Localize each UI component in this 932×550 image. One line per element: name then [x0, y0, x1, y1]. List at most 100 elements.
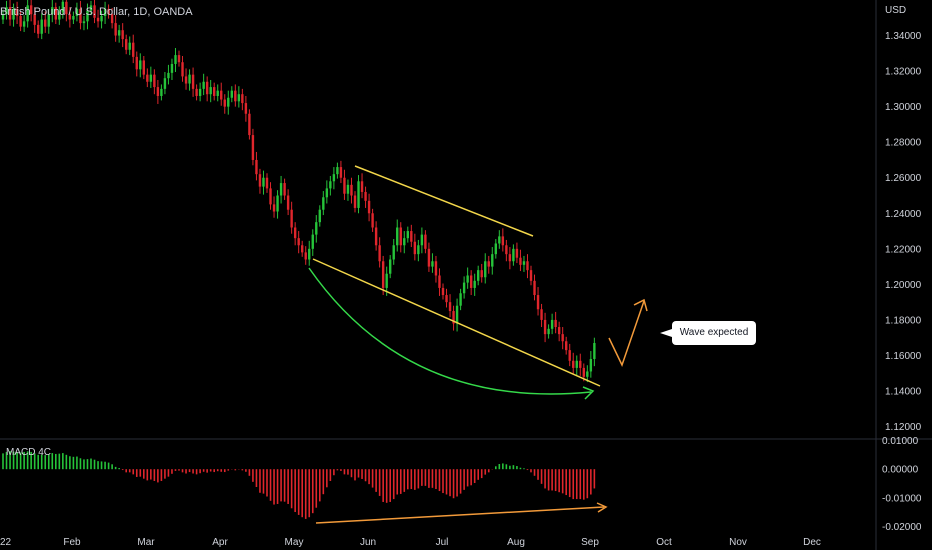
price-tick-label: 1.22000	[885, 244, 922, 255]
time-axis[interactable]: 22 Feb Mar Apr May Jun Jul Aug Sep Oct Nov Dec	[0, 537, 821, 548]
candle-body	[37, 24, 40, 34]
candle-body	[181, 62, 184, 77]
candle-body	[68, 14, 72, 20]
candle-body	[79, 8, 82, 24]
candle-body	[132, 42, 135, 57]
candle-body	[262, 177, 265, 187]
candle-body	[336, 167, 339, 175]
candle-body	[26, 5, 29, 22]
channel-upper-line	[354, 165, 534, 237]
candle-body	[15, 8, 19, 16]
candle-body	[54, 7, 57, 20]
candle-body	[389, 259, 392, 274]
macd-divergence-line	[315, 506, 605, 524]
candle-body	[160, 88, 163, 96]
time-tick-label: Feb	[63, 537, 81, 548]
candle-body	[297, 238, 300, 246]
candle-body	[396, 227, 399, 246]
candle-body	[248, 113, 251, 136]
candle-body	[466, 275, 469, 283]
candle-body	[491, 254, 494, 267]
candle-body	[469, 275, 473, 288]
candle-body	[586, 371, 589, 377]
candle-body	[258, 174, 262, 187]
candle-body	[378, 245, 381, 262]
candle-body	[329, 181, 332, 189]
candle-body	[177, 55, 181, 63]
candle-body	[515, 248, 519, 258]
candle-body	[318, 209, 321, 223]
candle-body	[22, 21, 26, 27]
candle-body	[269, 188, 272, 205]
candle-body	[367, 200, 371, 214]
candle-body	[1, 14, 5, 20]
candle-body	[459, 293, 462, 306]
candle-body	[163, 78, 167, 89]
candle-body	[498, 236, 501, 244]
price-tick-label: 1.12000	[885, 422, 922, 433]
candle-body	[360, 181, 364, 192]
candle-body	[188, 74, 191, 84]
candle-body	[582, 367, 585, 377]
candle-body	[339, 167, 343, 178]
candle-body	[170, 63, 174, 73]
time-tick-label: 22	[0, 537, 12, 548]
candle-body	[82, 21, 86, 24]
candle-body	[406, 231, 409, 239]
candle-body	[184, 76, 188, 84]
time-tick-label: Oct	[656, 537, 672, 548]
candle-body	[593, 343, 596, 360]
time-tick-label: Sep	[581, 537, 599, 548]
price-axis[interactable]: 1.34000 1.32000 1.30000 1.28000 1.26000 1.240…	[885, 31, 922, 433]
candle-body	[568, 350, 571, 361]
candle-body	[413, 241, 417, 255]
candle-body	[353, 195, 357, 208]
candle-body	[61, 1, 65, 13]
candle-body	[195, 88, 198, 96]
candle-body	[505, 245, 508, 255]
price-tick-label: 1.30000	[885, 102, 922, 113]
candle-body	[213, 87, 216, 96]
candle-body	[343, 177, 346, 194]
candle-body	[93, 5, 96, 18]
candle-body	[286, 195, 290, 210]
candle-body	[40, 19, 43, 34]
candle-body	[29, 5, 33, 15]
time-tick-label: Jul	[436, 537, 449, 548]
time-tick-label: Mar	[137, 537, 155, 548]
candle-body	[96, 17, 100, 22]
candle-body	[332, 174, 336, 182]
candle-body	[477, 270, 480, 281]
candle-body	[311, 234, 314, 249]
candle-body	[167, 72, 170, 79]
candle-body	[364, 191, 367, 201]
candle-body	[223, 99, 226, 107]
candle-body	[33, 14, 36, 25]
candle-body	[325, 188, 329, 198]
candle-body	[191, 74, 195, 89]
wave-expected-callout: Wave expected	[660, 321, 756, 345]
candle-body	[72, 15, 75, 20]
candle-body	[424, 234, 427, 249]
price-tick-label: 1.26000	[885, 173, 922, 184]
candle-body	[565, 341, 568, 351]
candle-body	[8, 7, 12, 20]
candle-body	[139, 60, 142, 70]
candle-body	[315, 222, 318, 235]
candle-body	[522, 261, 526, 265]
candle-body	[5, 7, 8, 15]
candle-body	[322, 197, 325, 210]
candle-body	[346, 184, 350, 194]
price-tick-label: 1.24000	[885, 209, 922, 220]
candle-body	[501, 236, 505, 246]
indicator-label: MACD 4C	[6, 447, 52, 458]
macd-axis[interactable]: 0.01000 0.00000 -0.01000 -0.02000	[882, 436, 922, 533]
candle-body	[308, 248, 311, 260]
candle-body	[100, 15, 103, 22]
projection-arrowhead	[633, 298, 648, 312]
candle-body	[19, 15, 22, 27]
candle-body	[205, 81, 209, 95]
